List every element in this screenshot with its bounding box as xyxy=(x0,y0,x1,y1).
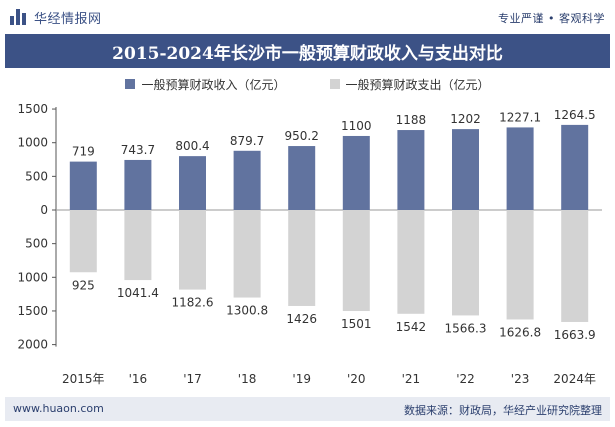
expense-bar xyxy=(233,210,261,298)
expense-data-label: 1542 xyxy=(396,320,427,334)
expense-data-label: 1663.9 xyxy=(554,328,596,342)
top-bar: 华经情报网 专业严谨 • 客观科学 xyxy=(0,0,615,34)
x-tick-label: '16 xyxy=(129,372,148,386)
income-bar xyxy=(452,129,479,210)
y-tick-label: 1500 xyxy=(17,304,48,318)
income-bar xyxy=(124,159,152,210)
expense-bar xyxy=(69,210,97,273)
legend-label-income: 一般预算财政收入（亿元） xyxy=(141,77,286,92)
legend-label-expense: 一般预算财政支出（亿元） xyxy=(345,77,490,92)
footer-url: www.huaon.com xyxy=(13,402,104,415)
expense-data-label: 1501 xyxy=(341,317,372,331)
expense-data-label: 1182.6 xyxy=(172,296,214,310)
x-tick-label: '23 xyxy=(511,372,530,386)
x-tick-label: 2015年 xyxy=(62,372,105,386)
chart-title: 2015-2024年长沙市一般预算财政收入与支出对比 xyxy=(112,43,503,64)
income-data-label: 1202 xyxy=(450,112,481,126)
expense-data-label: 1041.4 xyxy=(117,286,159,300)
expense-bar xyxy=(288,210,316,306)
income-bar xyxy=(506,127,534,210)
expense-data-label: 925 xyxy=(72,278,95,292)
footer: www.huaon.com 数据来源：财政局，华经产业研究院整理 xyxy=(5,397,610,421)
income-data-label: 743.7 xyxy=(121,143,155,157)
y-tick-label: 500 xyxy=(25,237,48,251)
expense-bar xyxy=(124,210,152,281)
brand-name: 华经情报网 xyxy=(34,11,102,27)
x-tick-label: '20 xyxy=(347,372,366,386)
expense-data-label: 1566.3 xyxy=(445,321,487,335)
y-tick-label: 1500 xyxy=(17,102,48,116)
x-tick-label: '19 xyxy=(292,372,311,386)
slogan: 专业严谨 • 客观科学 xyxy=(498,12,605,25)
income-bar xyxy=(288,146,316,210)
income-data-label: 950.2 xyxy=(285,129,319,143)
legend-swatch-expense xyxy=(329,79,340,89)
x-tick-label: '18 xyxy=(238,372,257,386)
y-tick-label: 500 xyxy=(25,169,48,183)
x-tick-label: '22 xyxy=(456,372,475,386)
expense-data-label: 1426 xyxy=(286,312,317,326)
brand: 华经情报网 xyxy=(10,8,102,27)
expense-bar xyxy=(506,210,534,320)
income-data-label: 719 xyxy=(72,145,95,159)
y-tick-label: 1000 xyxy=(17,270,48,284)
expense-bar xyxy=(561,210,589,322)
income-data-label: 1100 xyxy=(341,119,372,133)
bar-chart-icon xyxy=(10,9,28,25)
income-bar xyxy=(397,130,425,210)
income-data-label: 800.4 xyxy=(175,139,209,153)
legend-swatch-income xyxy=(125,79,136,89)
expense-bar xyxy=(397,210,425,314)
income-data-label: 1188 xyxy=(396,113,427,127)
bar-chart: 1500 1000 500 0 500 1000 1500 2000 719 925 2015年 74… xyxy=(17,102,602,386)
expense-bar xyxy=(179,210,206,290)
expense-data-label: 1626.8 xyxy=(499,325,541,339)
legend: 一般预算财政收入（亿元） 一般预算财政支出（亿元） xyxy=(0,74,615,94)
y-tick-label: 2000 xyxy=(17,338,48,352)
x-tick-label: '17 xyxy=(183,372,202,386)
footer-source: 数据来源：财政局，华经产业研究院整理 xyxy=(404,404,602,417)
income-bar xyxy=(561,124,589,210)
y-tick-label: 1000 xyxy=(17,136,48,150)
income-bar xyxy=(179,156,206,210)
legend-item-expense: 一般预算财政支出（亿元） xyxy=(329,76,490,93)
expense-data-label: 1300.8 xyxy=(226,304,268,318)
income-data-label: 879.7 xyxy=(230,134,264,148)
income-bar xyxy=(69,161,97,210)
x-tick-label: '21 xyxy=(402,372,421,386)
income-data-label: 1227.1 xyxy=(499,110,541,124)
x-tick-label: 2024年 xyxy=(553,372,596,386)
income-bar xyxy=(342,135,370,210)
legend-item-income: 一般预算财政收入（亿元） xyxy=(125,76,286,93)
y-tick-label: 0 xyxy=(40,203,48,217)
income-bar xyxy=(233,150,261,210)
income-data-label: 1264.5 xyxy=(554,108,596,122)
title-bar: 2015-2024年长沙市一般预算财政收入与支出对比 xyxy=(5,34,610,68)
expense-bar xyxy=(452,210,479,316)
expense-bar xyxy=(342,210,370,312)
